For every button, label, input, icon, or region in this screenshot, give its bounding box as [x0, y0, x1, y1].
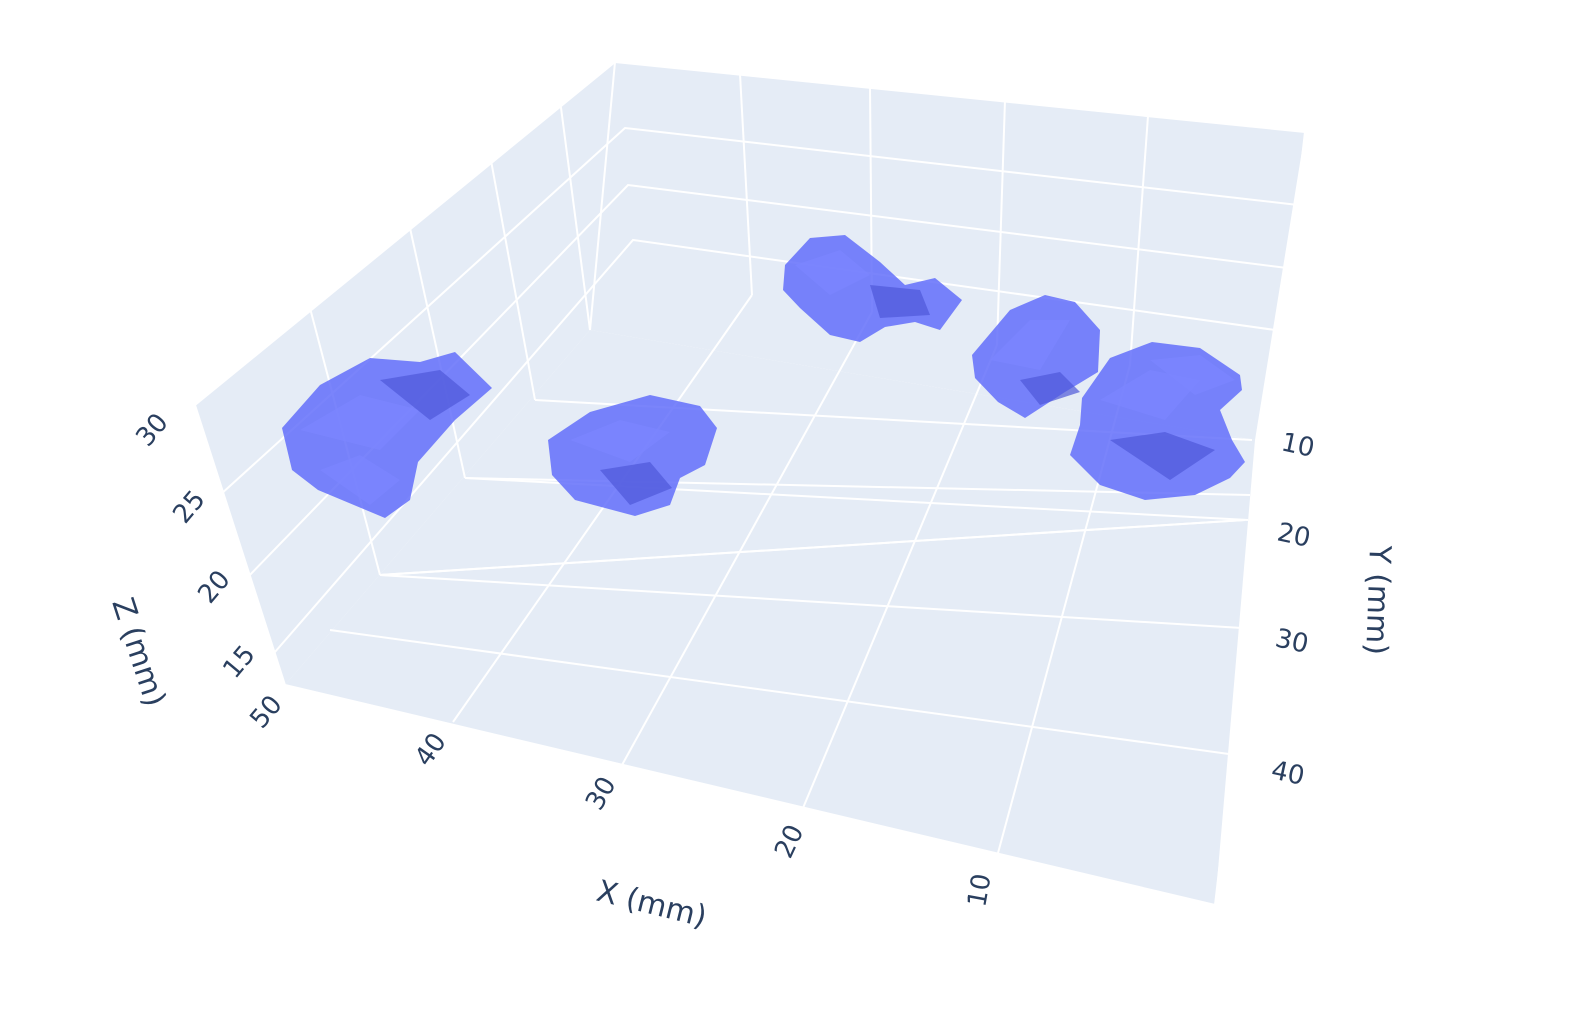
y-tick-label: 10 — [1279, 428, 1318, 464]
blob-facet — [320, 455, 400, 505]
isosurface-blob[interactable] — [972, 295, 1100, 418]
blob-facet — [570, 420, 670, 462]
isosurface-blob[interactable] — [783, 235, 962, 342]
z-tick-label: 25 — [167, 485, 211, 530]
y-tick-label: 40 — [1269, 756, 1308, 792]
blob-facet — [380, 370, 470, 420]
x-axis-title: X (mm) — [593, 874, 710, 935]
isosurface-blob[interactable] — [1070, 342, 1245, 500]
z-tick-label: 30 — [130, 408, 174, 453]
y-tick-labels: 10 20 30 40 — [1269, 428, 1318, 792]
x-tick-label: 50 — [244, 690, 288, 735]
blob-facet — [870, 285, 930, 318]
x-tick-label: 10 — [962, 871, 997, 909]
x-tick-label: 40 — [409, 728, 453, 772]
blob-facet — [1020, 372, 1080, 405]
isosurfaces[interactable] — [282, 235, 1245, 518]
blob-facet — [990, 320, 1070, 370]
blob-facet — [300, 395, 420, 450]
blob-facet — [795, 250, 870, 295]
axis-frame — [194, 60, 1306, 907]
z-tick-label: 20 — [192, 565, 236, 610]
blob-facet — [1110, 432, 1215, 480]
blob-facet — [1150, 355, 1235, 395]
z-tick-label: 15 — [217, 640, 261, 685]
y-tick-label: 30 — [1273, 624, 1312, 660]
z-axis-title: Z (mm) — [104, 594, 172, 711]
blob-facet — [600, 462, 672, 505]
isosurface-blob[interactable] — [548, 395, 717, 516]
isosurface-blob[interactable] — [282, 352, 492, 518]
x-tick-label: 30 — [580, 772, 623, 816]
y-axis-title: Y (mm) — [1358, 544, 1397, 656]
y-tick-label: 20 — [1275, 518, 1314, 554]
blob-facet — [1100, 370, 1200, 420]
x-tick-label: 20 — [769, 820, 810, 863]
floor-plane — [285, 330, 1255, 905]
back-wall-xz — [590, 62, 1305, 440]
